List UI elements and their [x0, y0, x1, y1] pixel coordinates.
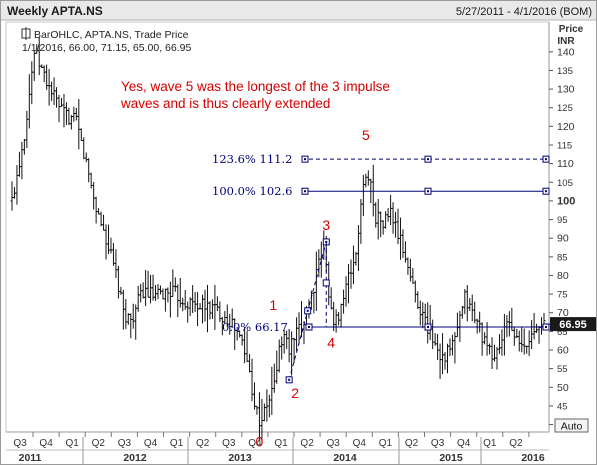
quarter-tick-label: Q3: [222, 438, 236, 449]
y-tick-label: 75: [557, 290, 568, 301]
fib-handle-dot: [304, 190, 306, 193]
y-axis-title-currency: INR: [557, 36, 575, 47]
quarter-tick-label: Q2: [509, 438, 523, 449]
year-tick-label: 2015: [439, 452, 463, 464]
wave-label: 2: [291, 385, 299, 401]
year-tick-label: 2014: [333, 452, 357, 464]
wave-label: 5: [362, 127, 370, 143]
quarter-tick-label: Q3: [118, 438, 132, 449]
legend-line-1: BarOHLC, APTA.NS, Trade Price: [34, 29, 189, 41]
fib-handle-dot: [304, 158, 306, 161]
x-axis-ticks: Q3 Q4 Q1 Q2 Q3 Q4 Q1 Q2 Q3 Q4 Q1 Q2 Q3 Q4 Q1 Q2 Q3 Q4 Q1 Q2…: [6, 432, 549, 464]
quarter-tick-label: Q4: [353, 438, 367, 449]
quarter-tick-label: Q2: [92, 438, 106, 449]
y-axis-title-price: Price: [559, 24, 584, 35]
fib-handle-dot: [427, 326, 429, 329]
quarter-tick-label: Q2: [196, 438, 210, 449]
header-bar: [1, 1, 596, 20]
wave-label: 0: [256, 433, 264, 449]
y-tick-label: 45: [557, 401, 568, 412]
date-range: 5/27/2011 - 4/1/2016 (BOM): [456, 6, 592, 18]
wave-label: 4: [327, 335, 335, 351]
quarter-tick-label: Q3: [13, 438, 27, 449]
quarter-tick-label: Q4: [248, 438, 262, 449]
projection-handle-dot: [306, 309, 309, 312]
y-tick-label: 120: [557, 121, 575, 133]
quarter-tick-label: Q1: [274, 438, 288, 449]
quarter-tick-label: Q2: [300, 438, 314, 449]
year-tick-label: 2011: [19, 452, 42, 464]
y-tick-label: 95: [557, 215, 568, 226]
auto-button-label[interactable]: Auto: [561, 421, 583, 433]
quarter-tick-label: Q1: [66, 438, 80, 449]
fib-handle-dot: [545, 158, 547, 161]
y-tick-label: 115: [557, 141, 572, 152]
fib-handle-dot: [545, 190, 547, 193]
fib-level-label: 123.6% 111.2: [212, 152, 292, 166]
quarter-tick-label: Q1: [483, 438, 497, 449]
quarter-tick-label: Q3: [431, 438, 445, 449]
wave-label: 1: [269, 297, 277, 313]
chart-title: Weekly APTA.NS: [7, 4, 103, 18]
year-tick-label: 2012: [123, 452, 147, 464]
y-tick-label: 85: [557, 252, 568, 263]
ohlc-bars: [10, 37, 546, 441]
y-tick-label: 125: [557, 103, 573, 114]
current-price-tag: 66.95: [550, 317, 596, 332]
projection-handle: [322, 279, 330, 287]
quarter-tick-label: Q1: [379, 438, 393, 449]
auto-scale-button[interactable]: Auto: [554, 418, 589, 433]
y-tick-label: 105: [557, 178, 573, 189]
y-tick-label: 70: [557, 307, 569, 319]
quarter-tick-label: Q3: [327, 438, 341, 449]
projection-handle-dot: [288, 378, 291, 381]
quarter-tick-label: Q4: [457, 438, 471, 449]
annotation-line-1: Yes, wave 5 was the longest of the 3 imp…: [121, 79, 390, 94]
year-tick-label: 2016: [521, 452, 545, 464]
fibonacci-levels: 123.6% 111.2 100.0% 102.6 0.0% 66.17: [212, 152, 550, 384]
wave-label: 3: [322, 217, 330, 233]
quarter-tick-label: Q4: [39, 438, 53, 449]
fib-level-label: 100.0% 102.6: [212, 184, 292, 198]
y-tick-label: 90: [557, 233, 569, 245]
fib-level-label: 0.0% 66.17: [222, 320, 288, 334]
fib-handle-dot: [427, 158, 429, 161]
y-tick-label: 100: [557, 195, 575, 207]
annotation-line-2: waves and is thus clearly extended: [120, 96, 330, 111]
fib-handle-dot: [427, 190, 429, 193]
fib-handle-dot: [308, 326, 310, 329]
y-axis-ticks: 4045505560657075808590951001051101151201…: [549, 46, 575, 431]
current-price-label: 66.95: [559, 319, 587, 331]
y-tick-label: 110: [557, 158, 574, 170]
y-tick-label: 140: [557, 46, 575, 58]
y-tick-label: 130: [557, 84, 575, 96]
year-tick-label: 2013: [228, 452, 252, 464]
y-tick-label: 135: [557, 66, 573, 77]
legend-line-2: 1/1/2016, 66.00, 71.15, 65.00, 66.95: [22, 42, 191, 54]
quarter-tick-label: Q2: [405, 438, 419, 449]
quarter-tick-label: Q4: [144, 438, 158, 449]
y-tick-label: 50: [557, 382, 569, 394]
y-tick-label: 55: [557, 364, 568, 375]
fib-handle-dot: [545, 326, 547, 329]
y-tick-label: 80: [557, 270, 569, 282]
y-tick-label: 60: [557, 345, 569, 357]
y-tick-label: 65: [557, 327, 568, 338]
quarter-tick-label: Q1: [170, 438, 184, 449]
wave-labels: 0 1 2 3 4 5: [256, 127, 370, 449]
